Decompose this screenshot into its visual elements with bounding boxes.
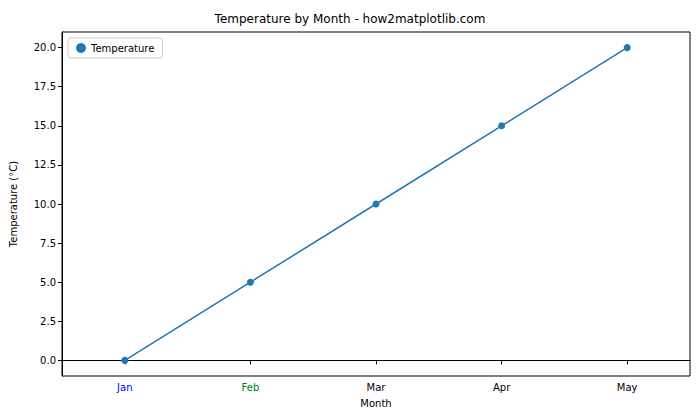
svg-text:20.0: 20.0 xyxy=(34,42,56,53)
svg-text:Temperature: Temperature xyxy=(90,43,154,54)
svg-text:Jan: Jan xyxy=(116,382,132,393)
svg-text:17.5: 17.5 xyxy=(34,81,56,92)
svg-text:7.5: 7.5 xyxy=(40,238,56,249)
svg-text:10.0: 10.0 xyxy=(34,199,56,210)
svg-text:Temperature by Month - how2mat: Temperature by Month - how2matplotlib.co… xyxy=(214,12,486,26)
svg-text:5.0: 5.0 xyxy=(40,277,56,288)
svg-text:Apr: Apr xyxy=(493,382,511,393)
svg-text:May: May xyxy=(617,382,638,393)
svg-text:Temperature (°C): Temperature (°C) xyxy=(8,161,19,248)
svg-text:Feb: Feb xyxy=(242,382,260,393)
svg-text:15.0: 15.0 xyxy=(34,120,56,131)
svg-text:0.0: 0.0 xyxy=(40,355,56,366)
svg-text:Month: Month xyxy=(360,398,391,409)
svg-text:2.5: 2.5 xyxy=(40,316,56,327)
svg-text:Mar: Mar xyxy=(367,382,387,393)
svg-text:12.5: 12.5 xyxy=(34,159,56,170)
